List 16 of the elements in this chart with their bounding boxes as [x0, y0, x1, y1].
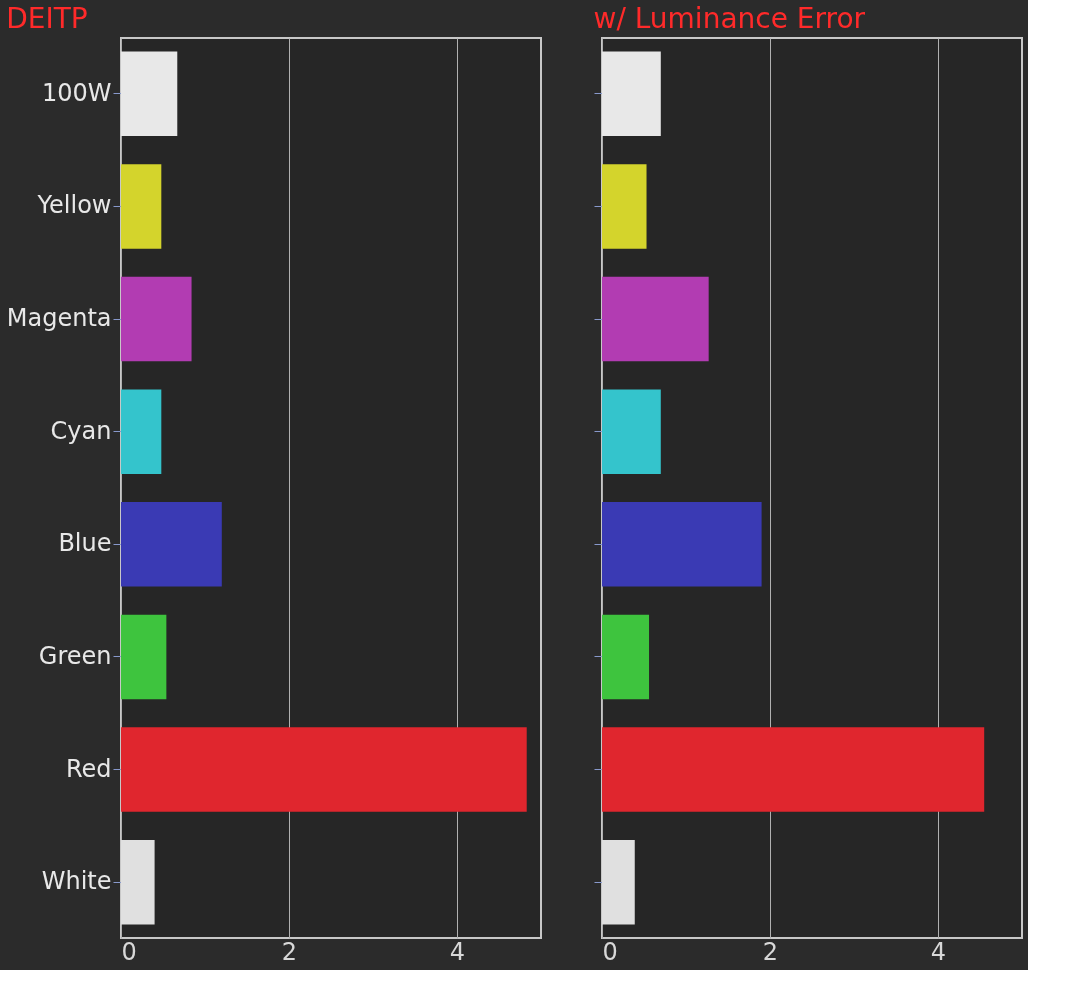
y-tick-label: Blue [58, 529, 112, 558]
y-tick-label: Magenta [6, 304, 112, 333]
chart-title: w/ Luminance Error [593, 2, 866, 35]
y-tick-label: Cyan [50, 416, 112, 445]
chart-title: DEITP [6, 2, 88, 35]
x-tick-label: 4 [930, 937, 947, 966]
y-tick-label: White [41, 867, 112, 896]
x-tick-label: 4 [449, 937, 466, 966]
x-tick-label: 2 [281, 937, 298, 966]
y-tick-label: Red [65, 754, 112, 783]
y-tick-label: 100W [41, 78, 112, 107]
x-tick-label: 0 [602, 937, 618, 966]
y-tick-label: Yellow [36, 191, 112, 220]
y-tick-label: Green [38, 641, 112, 670]
x-tick-label: 0 [121, 937, 137, 966]
x-tick-label: 2 [762, 937, 779, 966]
